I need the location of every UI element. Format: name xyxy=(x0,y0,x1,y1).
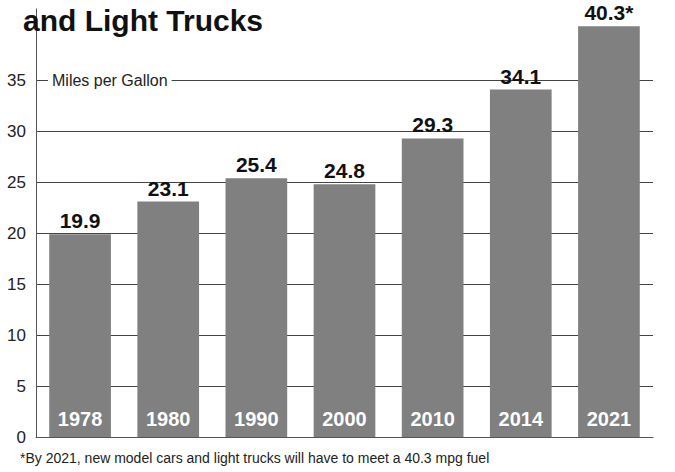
svg-text:0: 0 xyxy=(17,428,26,447)
svg-text:35: 35 xyxy=(7,71,26,90)
svg-text:19.9: 19.9 xyxy=(60,209,101,232)
svg-text:2010: 2010 xyxy=(410,408,455,430)
svg-text:1980: 1980 xyxy=(146,408,191,430)
svg-text:23.1: 23.1 xyxy=(148,177,189,200)
svg-text:*By 2021, new model cars and l: *By 2021, new model cars and light truck… xyxy=(20,450,489,466)
svg-text:2021: 2021 xyxy=(587,408,632,430)
svg-text:25: 25 xyxy=(7,173,26,192)
svg-text:5: 5 xyxy=(17,377,26,396)
svg-text:40.3*: 40.3* xyxy=(584,1,634,24)
svg-text:25.4: 25.4 xyxy=(236,153,277,176)
svg-text:Miles per Gallon: Miles per Gallon xyxy=(52,72,168,89)
svg-text:1978: 1978 xyxy=(58,408,103,430)
svg-text:30: 30 xyxy=(7,122,26,141)
svg-text:1990: 1990 xyxy=(234,408,279,430)
svg-text:24.8: 24.8 xyxy=(324,159,365,182)
svg-text:15: 15 xyxy=(7,275,26,294)
svg-text:and Light Trucks: and Light Trucks xyxy=(23,4,263,37)
svg-text:34.1: 34.1 xyxy=(500,65,541,88)
svg-text:2014: 2014 xyxy=(499,408,544,430)
svg-text:20: 20 xyxy=(7,224,26,243)
svg-text:10: 10 xyxy=(7,326,26,345)
svg-text:29.3: 29.3 xyxy=(412,113,453,136)
svg-text:2000: 2000 xyxy=(322,408,367,430)
